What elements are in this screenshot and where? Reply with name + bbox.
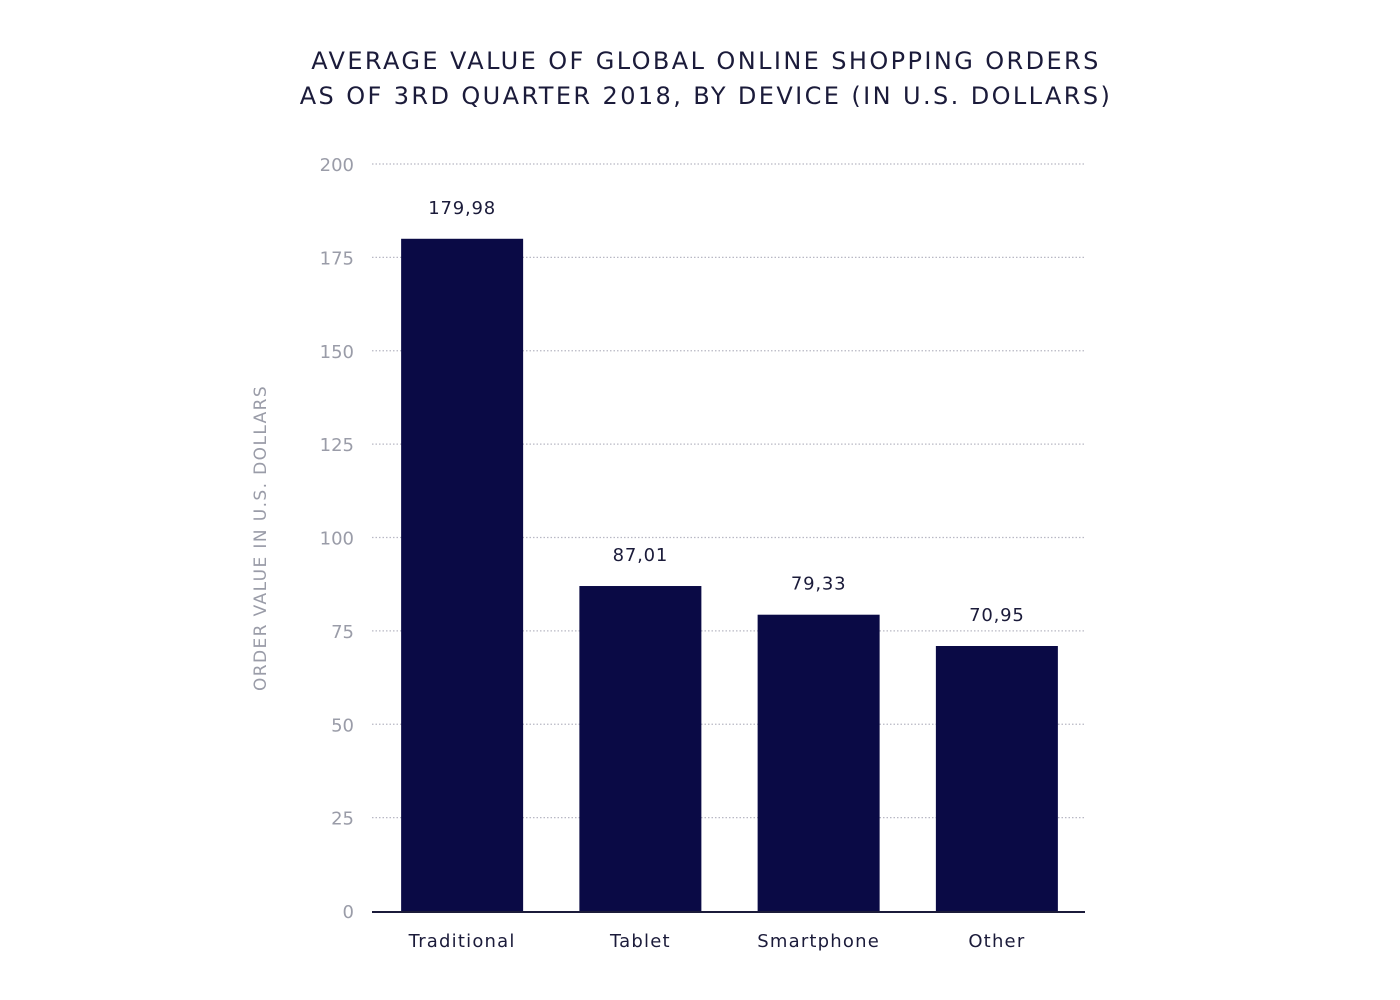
y-axis-ticks: 0 25 50 75 100 125 150 175 200 (320, 155, 354, 923)
chart-title-line-1: AVERAGE VALUE OF GLOBAL ONLINE SHOPPING … (311, 47, 1101, 75)
y-tick-label-175: 175 (320, 248, 354, 269)
value-label-traditional: 179,98 (428, 198, 496, 219)
bar-other (935, 646, 1058, 911)
bar-smartphone (757, 614, 880, 911)
chart-title-line-2: AS OF 3RD QUARTER 2018, BY DEVICE (IN U.… (299, 82, 1113, 110)
y-tick-label-50: 50 (331, 715, 354, 736)
value-labels: 179,98 87,01 79,33 70,95 (428, 198, 1024, 626)
y-tick-label-200: 200 (320, 155, 354, 176)
y-tick-label-150: 150 (320, 342, 354, 363)
y-tick-label-0: 0 (343, 902, 354, 923)
y-tick-label-75: 75 (331, 622, 354, 643)
chart-title: AVERAGE VALUE OF GLOBAL ONLINE SHOPPING … (0, 44, 1400, 114)
y-tick-label-125: 125 (320, 435, 354, 456)
y-tick-label-100: 100 (320, 529, 354, 550)
value-label-smartphone: 79,33 (791, 574, 847, 595)
value-label-other: 70,95 (969, 605, 1025, 626)
bar-traditional (401, 238, 524, 911)
category-label-tablet: Tablet (609, 931, 671, 952)
category-label-traditional: Traditional (408, 931, 516, 952)
category-label-other: Other (968, 931, 1025, 952)
category-labels: Traditional Tablet Smartphone Other (408, 931, 1025, 952)
bars (401, 238, 1058, 911)
value-label-tablet: 87,01 (613, 545, 669, 566)
category-label-smartphone: Smartphone (757, 931, 880, 952)
bar-tablet (579, 586, 702, 911)
y-tick-label-25: 25 (331, 809, 354, 830)
